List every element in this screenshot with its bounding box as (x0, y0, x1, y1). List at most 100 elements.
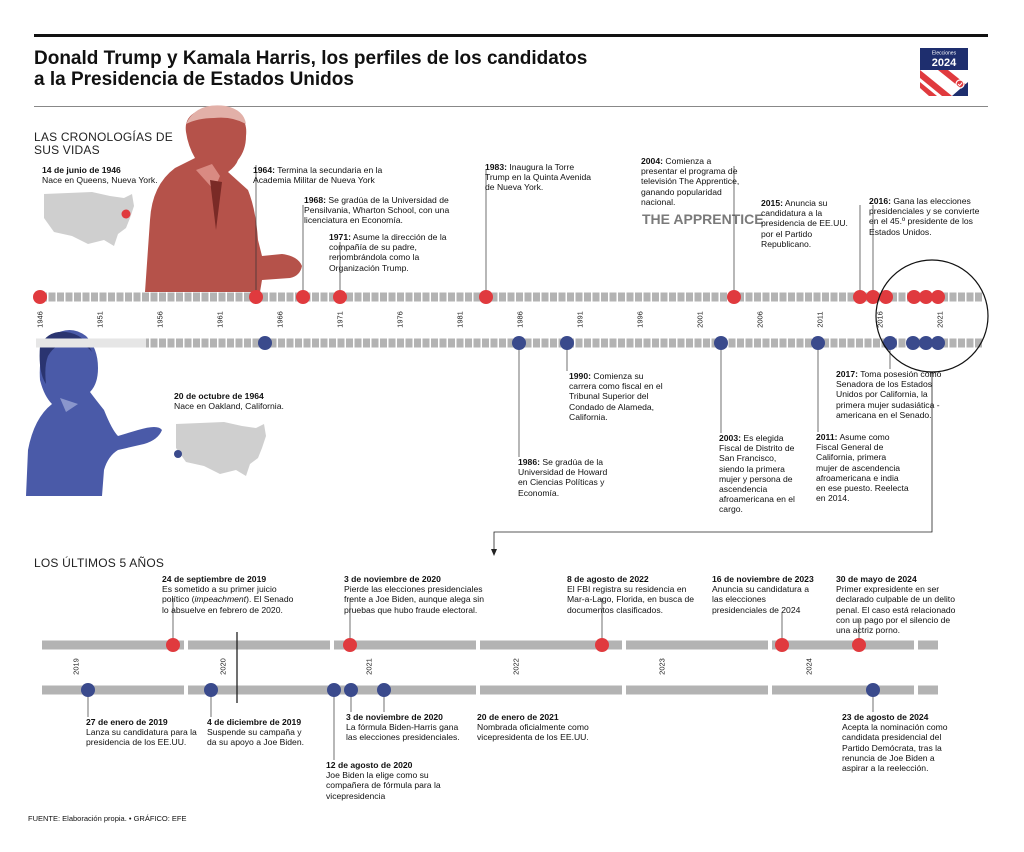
event-text: Nace en Oakland, California. (174, 401, 284, 412)
us-map-trump (44, 192, 134, 246)
section1-year-label: 2021 (935, 311, 945, 328)
event-text: Anuncia su candidatura a las elecciones … (712, 584, 809, 615)
trump-track-segment (456, 292, 464, 302)
event-date: 1971: (329, 232, 351, 242)
harris-track-segment (966, 338, 974, 348)
trump-recent-track-segment (42, 640, 184, 650)
harris-track-segment (677, 338, 685, 348)
harris-event-2003: 2003: Es elegida Fiscal de Distrito de S… (719, 433, 795, 515)
harris-track-segment (507, 338, 515, 348)
harris-track-segment (337, 338, 345, 348)
event-text: Toma posesión como Senadora de los Estad… (836, 369, 942, 420)
top-rule (34, 34, 988, 37)
event-date: 1968: (304, 195, 326, 205)
trump-track-segment (694, 292, 702, 302)
trump-event-2023: 16 de noviembre de 2023 Anuncia su candi… (712, 574, 822, 615)
event-date: 2004: (641, 156, 663, 166)
section1-year-label: 1961 (215, 311, 225, 328)
trump-track-segment (567, 292, 574, 302)
harris-track-segment (898, 338, 906, 348)
section1-tracks (33, 165, 982, 457)
harris-track-segment (193, 338, 200, 348)
trump-event-1964: 1964: Termina la secundaria en la Academ… (253, 165, 403, 185)
trump-track-segment (745, 292, 753, 302)
trump-track-segment (847, 292, 855, 302)
harris-track-segment (958, 338, 965, 348)
harris-event-2019-jan: 27 de enero de 2019 Lanza su candidatura… (86, 717, 198, 748)
section2-tracks (42, 598, 938, 760)
harris-recent-track-segment (772, 685, 914, 695)
trump-timeline-dot (879, 290, 893, 304)
harris-track-segment (805, 338, 812, 348)
trump-track-segment (720, 292, 727, 302)
harris-timeline-dot (258, 336, 272, 350)
trump-track-segment (643, 292, 651, 302)
harris-track-segment (499, 338, 506, 348)
trump-track-segment (830, 292, 838, 302)
trump-track-segment (558, 292, 566, 302)
trump-timeline-dot (296, 290, 310, 304)
harris-track-segment (482, 338, 489, 348)
section2-year-label: 2019 (71, 658, 81, 675)
harris-pre-birth-track (36, 338, 146, 348)
trump-timeline-dot (333, 290, 347, 304)
section1-year-label: 1966 (275, 311, 285, 328)
harris-track-segment (703, 338, 710, 348)
section2-year-label: 2024 (804, 658, 813, 675)
harris-track-segment (635, 338, 642, 348)
trump-track-segment (949, 292, 957, 302)
harris-track-segment (541, 338, 549, 348)
harris-track-segment (439, 338, 447, 348)
harris-recent-dot (344, 683, 358, 697)
harris-track-segment (788, 338, 795, 348)
harris-track-segment (873, 338, 880, 348)
event-text: Gana las elecciones presidenciales y se … (869, 196, 980, 237)
trump-recent-dot (852, 638, 866, 652)
event-date: 1964: (253, 165, 275, 175)
trump-track-segment (142, 292, 149, 302)
trump-recent-track-segment (918, 640, 938, 650)
event-date: 4 de diciembre de 2019 (207, 717, 302, 727)
trump-track-segment (771, 292, 778, 302)
event-text: Asume como Fiscal General de California,… (816, 432, 909, 504)
event-text-tail: ). El Senado lo absuelve en febrero de 2… (162, 594, 294, 615)
trump-track-segment (975, 292, 982, 302)
trump-track-segment (150, 292, 158, 302)
trump-track-segment (354, 292, 362, 302)
oakland-marker (174, 450, 182, 458)
harris-track-segment (592, 338, 600, 348)
event-text: Acepta la nominación como candidata pres… (842, 722, 948, 774)
trump-track-segment (235, 292, 243, 302)
harris-track-segment (618, 338, 625, 348)
event-date: 24 de septiembre de 2019 (162, 574, 267, 584)
harris-track-segment (312, 338, 319, 348)
harris-track-segment (388, 338, 396, 348)
section1-year-label: 1981 (455, 311, 465, 328)
trump-timeline-dot (33, 290, 47, 304)
event-text: Joe Biden la elige como su compañera de … (326, 770, 441, 801)
trump-track-segment (703, 292, 710, 302)
harris-track-segment (575, 338, 583, 348)
harris-event-2024: 23 de agosto de 2024 Acepta la nominació… (842, 712, 960, 773)
trump-track-segment (762, 292, 770, 302)
harris-track-segment (737, 338, 744, 348)
trump-track-segment (125, 292, 132, 302)
harris-track-segment (609, 338, 617, 348)
harris-track-segment (303, 338, 311, 348)
section2-year-label: 2022 (511, 658, 520, 675)
harris-track-segment (601, 338, 608, 348)
harris-track-segment (176, 338, 183, 348)
trump-event-1968: 1968: Se gradúa de la Universidad de Pen… (304, 195, 454, 226)
event-date: 2003: (719, 433, 741, 443)
trump-track-segment (133, 292, 141, 302)
harris-track-segment (235, 338, 243, 348)
trump-track-segment (754, 292, 761, 302)
trump-timeline-dot (919, 290, 933, 304)
section1-year-label: 1991 (575, 311, 585, 328)
harris-track-segment (856, 338, 863, 348)
harris-recent-track-segment (42, 685, 184, 695)
event-date: 2016: (869, 196, 891, 206)
logo-field (920, 48, 968, 70)
trump-track-segment (278, 292, 285, 302)
event-date: 3 de noviembre de 2020 (344, 574, 441, 584)
